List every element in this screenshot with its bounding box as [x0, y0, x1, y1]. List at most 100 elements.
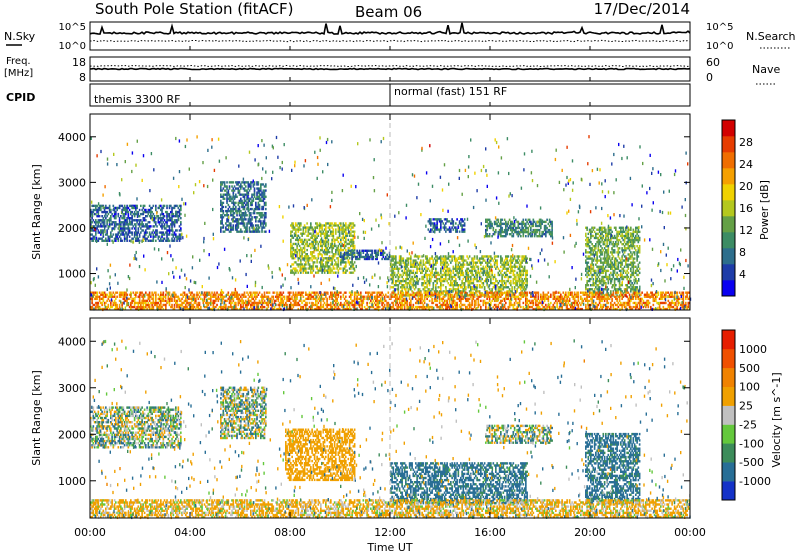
echo-cell-4 [453, 275, 456, 279]
echo-cell-2 [320, 226, 322, 229]
echo-cell-2 [316, 240, 318, 244]
echo-cell-1 [246, 214, 248, 217]
echo-cell-7 [593, 288, 596, 291]
echo-cell-1 [226, 185, 228, 188]
echo-cell-4 [515, 279, 517, 283]
echo-cell-4 [447, 257, 450, 260]
echo-cell-4 [431, 275, 433, 279]
echo-cell-2 [336, 238, 338, 242]
echo-cell-0 [150, 208, 152, 212]
echo-cell-1 [257, 197, 260, 200]
echo-cell-2 [296, 228, 298, 231]
echo-cell-6 [500, 222, 502, 226]
echo-cell-7 [591, 247, 593, 250]
echo-cell-2 [312, 255, 315, 258]
echo-cell-0 [116, 233, 118, 236]
echo-cell-7 [606, 232, 608, 236]
echo-cell-4 [397, 275, 400, 279]
echo-cell-2 [348, 246, 351, 250]
echo-cell-2 [325, 232, 327, 235]
echo-cell-7 [633, 290, 636, 293]
echo-cell-7 [590, 234, 592, 238]
echo-cell-2 [298, 263, 301, 266]
echo-cell-7 [608, 230, 611, 234]
echo-cell-0 [91, 217, 93, 220]
echo-cell-8 [103, 303, 106, 307]
echo-cell-4 [502, 263, 505, 266]
echo-cell-5 [451, 218, 453, 221]
echo-cell-1 [242, 193, 245, 196]
echo-cell-4 [458, 269, 461, 273]
echo-cell-7 [600, 292, 602, 295]
echo-cell-2 [352, 253, 355, 256]
echo-cell-2 [296, 224, 298, 227]
echo-cell-2 [338, 253, 341, 256]
echo-cell-2 [340, 244, 342, 248]
echo-cell-4 [420, 259, 422, 262]
echo-cell-1 [246, 228, 248, 231]
echo-cell-2 [293, 251, 296, 254]
echo-cell-7 [626, 277, 628, 281]
echo-cell-7 [635, 238, 637, 242]
echo-cell-0 [131, 210, 133, 214]
echo-cell-0 [166, 225, 168, 228]
echo-cell-4 [455, 279, 457, 283]
echo-cell-0 [140, 219, 142, 222]
echo-cell-6 [493, 220, 496, 224]
echo-cell-2 [332, 265, 335, 268]
echo-cell-1 [246, 203, 248, 207]
echo-cell-0 [100, 231, 102, 234]
echo-cell-6 [502, 222, 505, 226]
echo-cell-7 [621, 226, 623, 229]
echo-cell-4 [443, 271, 446, 275]
echo-cell-8 [121, 301, 123, 305]
echo-cell-7 [631, 263, 633, 266]
echo-cell-7 [610, 228, 612, 231]
echo-cell-8 [95, 295, 97, 298]
echo-cell-1 [235, 205, 237, 209]
echo-cell-4 [405, 263, 407, 266]
echo-cell-0 [110, 223, 112, 226]
echo-cell-1 [261, 222, 263, 225]
echo-cell-7 [632, 228, 635, 231]
echo-cell-5 [455, 226, 457, 229]
echo-cell-7 [600, 249, 602, 252]
echo-cell-1 [265, 224, 267, 227]
echo-cell-7 [592, 282, 595, 285]
echo-cell-0 [173, 204, 176, 208]
echo-cell-8 [97, 307, 100, 311]
echo-cell-3 [342, 255, 345, 259]
echo-cell-4 [433, 273, 436, 277]
echo-cell-4 [400, 286, 402, 289]
echo-cell-1 [258, 193, 261, 196]
echo-cell-0 [171, 225, 173, 228]
echo-cell-2 [348, 232, 351, 235]
echo-cell-7 [625, 232, 627, 236]
echo-cell-7 [627, 240, 630, 244]
echo-cell-1 [258, 214, 261, 217]
echo-cell-6 [510, 220, 512, 224]
echo-cell-7 [586, 275, 588, 279]
echo-cell-1 [230, 207, 232, 211]
echo-cell-0 [166, 229, 168, 232]
echo-cell-0 [91, 239, 93, 242]
echo-cell-0 [175, 221, 177, 224]
echo-cell-7 [617, 249, 620, 252]
echo-cell-0 [171, 239, 173, 242]
echo-cell-2 [352, 236, 355, 239]
echo-cell-2 [327, 230, 330, 233]
echo-cell-4 [407, 292, 410, 295]
echo-cell-1 [236, 187, 238, 190]
echo-cell-0 [126, 217, 128, 220]
echo-cell-3 [376, 257, 378, 261]
echo-cell-2 [346, 269, 348, 272]
echo-cell-4 [448, 284, 451, 287]
echo-cell-2 [305, 228, 307, 231]
echo-cell-1 [233, 220, 236, 223]
echo-cell-6 [532, 230, 535, 234]
echo-cell-1 [260, 220, 262, 223]
echo-cell-5 [463, 224, 466, 227]
echo-cell-0 [106, 223, 108, 226]
echo-cell-2 [303, 265, 306, 268]
echo-cell-2 [310, 242, 312, 246]
